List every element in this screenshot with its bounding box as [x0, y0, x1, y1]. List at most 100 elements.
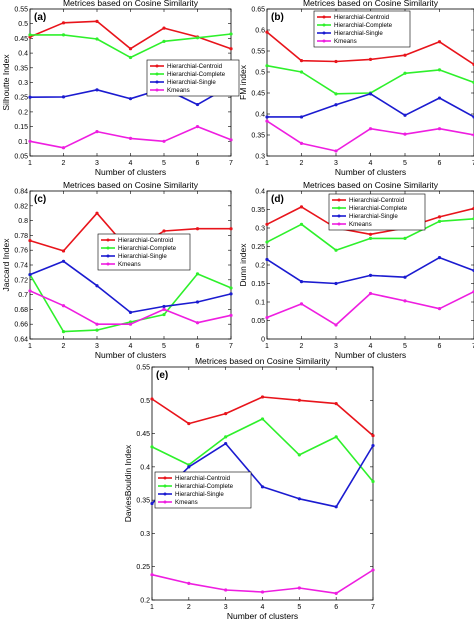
legend-entry: Hierarchial-Single — [175, 491, 224, 498]
data-point — [224, 588, 228, 592]
data-point — [265, 64, 269, 68]
data-point — [368, 92, 373, 96]
data-point — [95, 322, 99, 326]
y-tick-label: 0.1 — [18, 139, 28, 146]
x-tick-label: 2 — [300, 160, 304, 167]
data-point — [371, 443, 375, 448]
legend-marker — [155, 88, 159, 92]
legend-e: Hierarchial-CentroidHierarchial-Complete… — [154, 471, 252, 509]
legend-entry: Kmeans — [334, 38, 357, 45]
legend-b: Hierarchial-CentroidHierarchial-Complete… — [313, 10, 411, 48]
x-tick-label: 3 — [95, 160, 99, 167]
legend-entry: Kmeans — [167, 87, 190, 94]
legend-entry: Kmeans — [349, 221, 372, 228]
x-tick-label: 6 — [196, 160, 200, 167]
data-point — [437, 40, 442, 44]
data-point — [437, 68, 442, 72]
data-point — [229, 138, 233, 142]
legend-entry: Hierarchial-Complete — [334, 22, 393, 29]
data-point — [128, 322, 133, 326]
data-point — [61, 95, 66, 99]
x-tick-label: 2 — [300, 343, 304, 350]
y-tick-label: 0.3 — [255, 154, 265, 161]
y-tick-label: 0.66 — [14, 322, 28, 329]
data-point — [265, 119, 269, 123]
data-point — [334, 591, 338, 595]
y-tick-label: 0.25 — [251, 244, 265, 251]
series-line-hierarchial-centroid — [151, 396, 374, 437]
data-point — [260, 590, 265, 594]
data-point — [260, 395, 265, 399]
legend-entry: Hierarchial-Centroid — [349, 197, 405, 204]
y-tick-label: 0.8 — [18, 218, 28, 225]
data-point — [403, 113, 407, 117]
series-line-hierarchial-single — [266, 256, 474, 285]
legend-marker — [337, 206, 341, 210]
series-line-kmeans — [266, 120, 474, 152]
data-point — [28, 139, 32, 143]
y-tick-label: 0.05 — [251, 318, 265, 325]
data-point — [95, 88, 99, 92]
data-point — [299, 302, 304, 306]
data-point — [299, 222, 304, 226]
data-point — [95, 328, 99, 332]
data-point — [260, 417, 265, 421]
x-tick-label: 1 — [265, 160, 269, 167]
y-tick-label: 0.2 — [255, 263, 265, 270]
y-tick-label: 0.35 — [136, 498, 150, 505]
data-point — [28, 289, 32, 293]
data-point — [371, 568, 375, 572]
legend-d: Hierarchial-CentroidHierarchial-Complete… — [328, 193, 426, 231]
data-point — [61, 33, 66, 37]
legend-marker — [163, 476, 167, 480]
data-point — [229, 32, 233, 36]
x-tick-label: 5 — [162, 160, 166, 167]
data-point — [437, 215, 442, 219]
x-tick-label: 5 — [403, 160, 407, 167]
x-tick-label: 7 — [472, 160, 474, 167]
y-tick-label: 0.4 — [255, 189, 265, 196]
chart-panel-d: Metrices based on Cosine Similarity 0 0.05… — [238, 180, 474, 360]
data-point — [95, 129, 99, 134]
data-point — [224, 441, 228, 446]
x-tick-label: 5 — [403, 343, 407, 350]
x-tick-label: 4 — [369, 343, 373, 350]
y-tick-label: 0.25 — [136, 564, 150, 571]
chart-panel-e: Metrices based on Cosine Similarity 0.2 0.… — [123, 356, 375, 621]
legend-entry: Hierarchial-Centroid — [175, 475, 231, 482]
data-point — [195, 300, 200, 304]
legend-marker — [106, 238, 110, 242]
data-point — [265, 30, 269, 34]
y-tick-label: 0.74 — [14, 263, 28, 270]
data-point — [28, 33, 32, 37]
data-point — [229, 286, 233, 290]
x-axis-label: Number of clusters — [335, 167, 406, 177]
y-tick-label: 0.15 — [14, 124, 28, 131]
chart-title-b: Metrices based on Cosine Similarity — [303, 0, 439, 8]
y-tick-label: 0.2 — [18, 109, 28, 116]
data-point — [437, 307, 442, 311]
data-point — [128, 320, 133, 324]
data-point — [371, 479, 375, 484]
y-tick-label: 0.3 — [255, 226, 265, 233]
y-tick-label: 0.35 — [14, 65, 28, 72]
data-point — [297, 453, 301, 457]
x-tick-label: 4 — [369, 160, 373, 167]
data-point — [195, 321, 200, 325]
chart-title-c: Metrices based on Cosine Similarity — [63, 180, 199, 190]
data-point — [162, 139, 166, 143]
x-tick-label: 6 — [438, 343, 442, 350]
data-point — [95, 284, 99, 288]
legend-marker — [163, 484, 167, 488]
data-point — [334, 248, 338, 252]
x-axis-label: Number of clusters — [227, 611, 298, 620]
series-line-kmeans — [29, 290, 232, 326]
panel-label: (d) — [271, 194, 284, 205]
chart-panel-a: Metrices based on Cosine Similarity 0.05 0… — [1, 0, 240, 177]
data-point — [229, 47, 233, 51]
legend-entry: Hierarchial-Complete — [349, 205, 408, 212]
data-point — [437, 256, 442, 260]
y-tick-label: 0.7 — [18, 292, 28, 299]
y-tick-label: 0.4 — [18, 51, 28, 58]
